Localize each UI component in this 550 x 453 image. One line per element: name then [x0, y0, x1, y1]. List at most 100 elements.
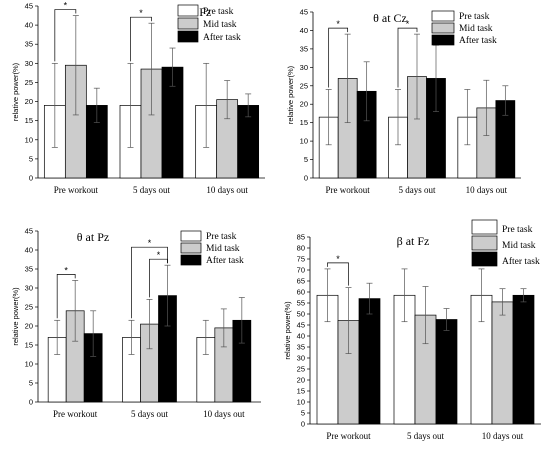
legend-label: Pre task [459, 12, 490, 22]
significance-bracket [327, 262, 349, 286]
y-tick-label: 55 [297, 299, 305, 308]
legend-label: Mid task [502, 241, 536, 251]
y-tick-label: 10 [300, 137, 308, 146]
y-tick-label: 20 [25, 322, 33, 331]
significance-bracket [131, 246, 168, 319]
y-tick-label: 5 [301, 409, 305, 418]
y-tick-label: 70 [297, 266, 305, 275]
x-tick-label: 10 days out [482, 431, 524, 441]
legend-label: Pre task [502, 225, 533, 235]
legend-swatch [180, 254, 202, 266]
y-tick-label: 20 [25, 97, 33, 106]
bar-after-task [435, 319, 458, 425]
legend-label: After task [459, 35, 497, 46]
y-tick-label: 15 [25, 116, 33, 125]
y-tick-label: 75 [297, 255, 305, 264]
y-tick-label: 65 [297, 277, 305, 286]
legend-swatch [177, 17, 199, 30]
y-tick-label: 85 [297, 233, 305, 242]
legend-label: Pre task [206, 232, 237, 242]
chart-panel-theta-fz: 0 5 10 15 20 25 30 35 40 45 relative power(%) Pre w… [11, 1, 265, 195]
x-tick-label: 5 days out [399, 185, 436, 195]
y-tick-label: 30 [25, 284, 33, 293]
y-tick-label: 25 [297, 365, 305, 374]
y-tick-label: 45 [25, 227, 33, 236]
y-tick-label: 25 [25, 303, 33, 312]
legend-swatch [471, 219, 498, 235]
significance-bracket [149, 258, 168, 298]
legend-label: Mid task [459, 24, 493, 34]
legend-swatch [471, 235, 498, 251]
y-tick-label: 10 [25, 360, 33, 369]
y-tick-label: 35 [300, 44, 308, 53]
bar-after-task [358, 298, 381, 425]
y-tick-label: 10 [297, 398, 305, 407]
x-tick-label: 10 days out [206, 185, 248, 195]
significance-star: * [148, 238, 152, 248]
significance-star: * [64, 1, 68, 11]
chart-panel-beta-fz: 0 5 10 15 20 25 30 35 40 45 50 55 60 65 70 75 80 85 relati… [283, 219, 541, 441]
legend: Pre task Mid task After task [471, 219, 540, 267]
x-tick-label: Pre workout [53, 409, 98, 419]
y-axis-label: relative power(%) [286, 65, 295, 124]
bar-mid-task [491, 301, 514, 425]
y-tick-label: 5 [304, 155, 308, 164]
chart-title: β at Fz [397, 234, 430, 248]
y-tick-label: 30 [25, 59, 33, 68]
x-tick-label: Pre workout [326, 431, 371, 441]
legend-swatch [431, 10, 455, 22]
significance-star: * [336, 254, 340, 264]
significance-star: * [139, 8, 143, 18]
legend-swatch [471, 251, 498, 267]
y-axis-label: relative power(%) [11, 287, 20, 346]
legend-swatch [180, 242, 202, 254]
y-tick-label: 25 [300, 81, 308, 90]
significance-bracket [397, 27, 418, 88]
x-tick-label: 5 days out [133, 185, 170, 195]
y-tick-label: 5 [29, 379, 33, 388]
bar-after-task [512, 294, 535, 425]
legend-label: Mid task [206, 244, 240, 254]
y-tick-label: 0 [29, 174, 33, 183]
y-tick-label: 40 [300, 26, 308, 35]
significance-bracket [54, 9, 77, 62]
legend-label: After task [203, 32, 241, 43]
x-tick-label: 5 days out [131, 409, 168, 419]
y-tick-label: 30 [297, 354, 305, 363]
y-tick-label: 35 [25, 265, 33, 274]
x-tick-label: Pre workout [326, 185, 371, 195]
y-tick-label: 50 [297, 310, 305, 319]
y-tick-label: 35 [297, 343, 305, 352]
y-tick-label: 15 [25, 341, 33, 350]
y-tick-label: 40 [25, 21, 33, 30]
chart-panel-theta-pz: 0 5 10 15 20 25 30 35 40 45 relative power(%) Pre w… [11, 227, 261, 419]
legend-swatch [177, 30, 199, 43]
chart-panel-theta-cz: 0 5 10 15 20 25 30 35 40 45 relative power(%) Pre w… [286, 8, 521, 195]
y-tick-label: 15 [297, 387, 305, 396]
y-tick-label: 35 [25, 40, 33, 49]
chart-title: θ at Pz [77, 230, 109, 244]
y-tick-label: 60 [297, 288, 305, 297]
y-tick-label: 30 [300, 63, 308, 72]
legend-swatch [180, 230, 202, 242]
y-tick-label: 45 [300, 8, 308, 17]
significance-star: * [336, 19, 340, 29]
significance-star: * [64, 265, 68, 275]
y-tick-label: 10 [25, 135, 33, 144]
y-axis-label: relative power(%) [11, 62, 20, 121]
significance-bracket [328, 27, 349, 88]
legend-swatch [431, 22, 455, 34]
y-tick-label: 40 [25, 246, 33, 255]
significance-bracket [130, 16, 152, 62]
y-tick-label: 40 [297, 332, 305, 341]
y-tick-label: 5 [29, 154, 33, 163]
significance-star: * [157, 250, 161, 260]
x-tick-label: 10 days out [466, 185, 508, 195]
legend-label: After task [502, 256, 540, 267]
y-tick-label: 0 [304, 174, 308, 183]
chart-title: θ at Cz [373, 11, 407, 25]
y-axis-label: relative power(%) [283, 301, 292, 360]
